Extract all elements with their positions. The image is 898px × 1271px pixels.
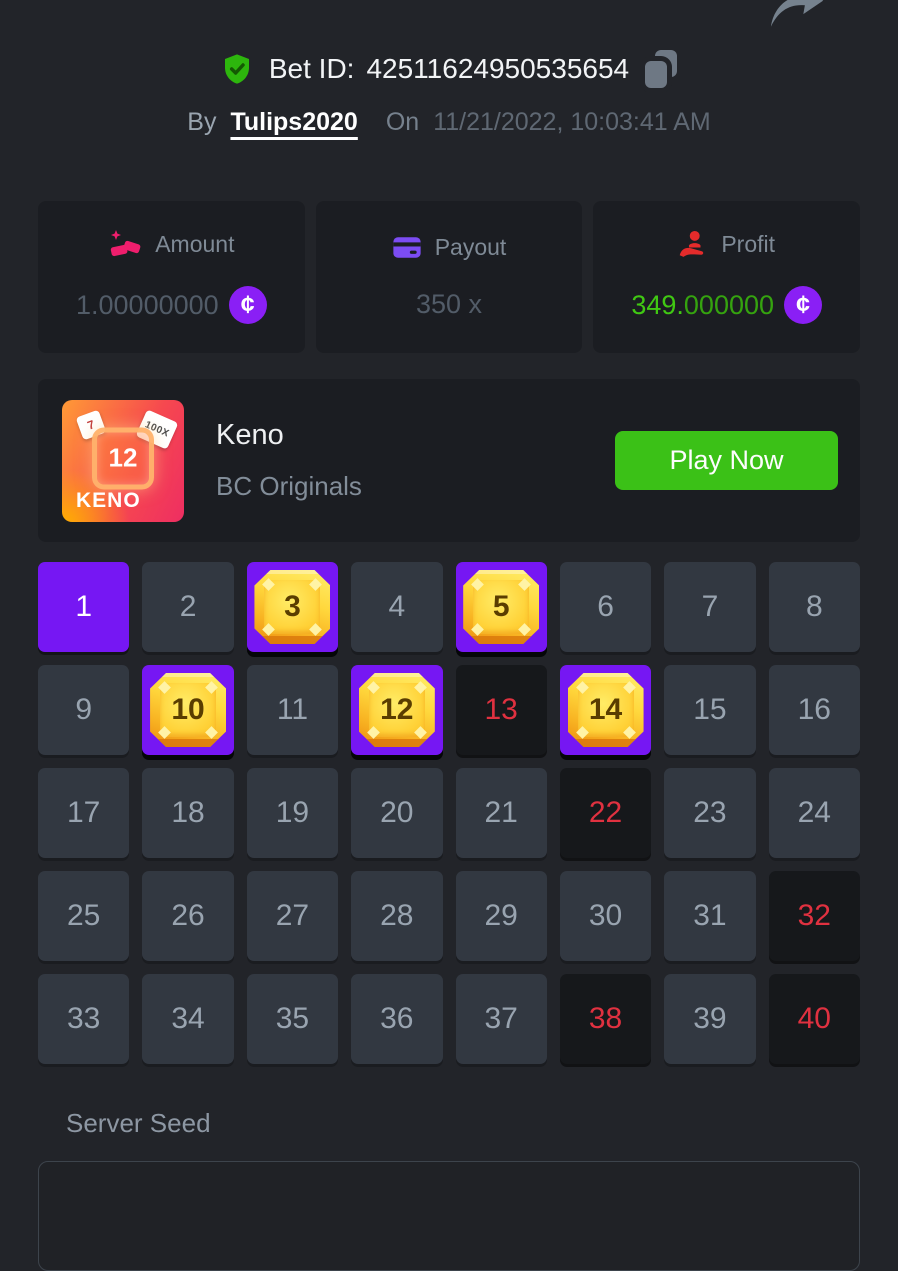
stats-row: Amount 1.00000000 ¢ Payout 350 x	[38, 201, 861, 353]
hand-holding-person-icon	[678, 230, 708, 258]
keno-grid: 1 2 3 4 5 6 7 8 9 10 11 12 13 14 15 16 17 18 19 20 21 22 23 24 2…	[38, 562, 860, 1064]
keno-cell-23: 23	[664, 768, 756, 858]
gold-ingots-icon	[108, 230, 142, 258]
keno-cell-15: 15	[664, 665, 756, 755]
keno-cell-25: 25	[38, 871, 130, 961]
bet-header: Bet ID: 42511624950535654 By Tulips2020 …	[0, 0, 898, 137]
keno-cell-24: 24	[768, 768, 860, 858]
gold-gem-icon: 14	[567, 673, 644, 747]
gold-gem-icon: 10	[150, 673, 227, 747]
gold-gem-icon: 12	[358, 673, 435, 747]
server-seed-field[interactable]	[38, 1161, 860, 1271]
keno-cell-14: 14	[559, 665, 652, 755]
coin-icon: ¢	[784, 286, 823, 324]
gold-gem-icon: 5	[463, 570, 540, 644]
coin-icon: ¢	[228, 286, 267, 324]
keno-cell-13: 13	[455, 665, 547, 755]
keno-cell-2: 2	[142, 562, 234, 652]
amount-label: Amount	[155, 230, 235, 257]
bet-id-label: Bet ID:	[268, 53, 355, 84]
bet-id-row: Bet ID: 42511624950535654	[0, 50, 898, 88]
copy-icon[interactable]	[645, 50, 678, 88]
bet-datetime: 11/21/2022, 10:03:41 AM	[433, 108, 711, 136]
keno-cell-4: 4	[351, 562, 443, 652]
by-label: By	[187, 108, 217, 136]
amount-value: 1.00000000	[76, 289, 219, 320]
keno-cell-39: 39	[664, 974, 756, 1064]
verified-shield-icon	[221, 53, 253, 85]
keno-cell-10: 10	[142, 665, 234, 755]
keno-cell-6: 6	[559, 562, 652, 652]
keno-cell-20: 20	[351, 768, 443, 858]
gold-gem-icon: 3	[254, 570, 331, 644]
keno-cell-29: 29	[455, 871, 547, 961]
keno-cell-40: 40	[768, 974, 860, 1064]
share-icon[interactable]	[768, 0, 824, 33]
keno-cell-18: 18	[142, 768, 234, 858]
keno-cell-8: 8	[768, 562, 860, 652]
keno-cell-34: 34	[142, 974, 234, 1064]
keno-cell-35: 35	[246, 974, 339, 1064]
game-provider: BC Originals	[216, 471, 362, 501]
profit-label: Profit	[721, 230, 776, 257]
username-link[interactable]: Tulips2020	[230, 108, 358, 136]
credit-card-icon	[392, 235, 422, 260]
keno-cell-7: 7	[664, 562, 756, 652]
bet-id-value: 42511624950535654	[366, 53, 630, 84]
server-seed-section: Server Seed	[38, 1108, 860, 1271]
keno-cell-33: 33	[38, 974, 130, 1064]
keno-cell-38: 38	[559, 974, 652, 1064]
keno-cell-9: 9	[38, 665, 130, 755]
on-label: On	[385, 108, 420, 136]
play-now-button[interactable]: Play Now	[615, 431, 838, 490]
keno-cell-27: 27	[246, 871, 339, 961]
bet-byline: By Tulips2020 On 11/21/2022, 10:03:41 AM	[0, 108, 898, 137]
keno-cell-22: 22	[559, 768, 652, 858]
keno-game-tile-icon: 7 100X 12 KENO	[62, 399, 184, 522]
profit-card: Profit 349.000000 ¢	[593, 201, 861, 353]
game-card: 7 100X 12 KENO Keno BC Originals Play No…	[38, 379, 860, 542]
game-title: Keno	[216, 419, 284, 451]
keno-cell-30: 30	[559, 871, 652, 961]
keno-cell-37: 37	[455, 974, 547, 1064]
keno-cell-31: 31	[664, 871, 756, 961]
keno-cell-11: 11	[246, 665, 339, 755]
keno-cell-36: 36	[351, 974, 443, 1064]
keno-cell-5: 5	[455, 562, 547, 652]
keno-cell-26: 26	[142, 871, 234, 961]
server-seed-label: Server Seed	[66, 1108, 211, 1138]
keno-cell-19: 19	[246, 768, 339, 858]
keno-tile-gem: 12	[92, 427, 154, 490]
keno-tile-label: KENO	[76, 488, 141, 512]
keno-cell-21: 21	[455, 768, 547, 858]
profit-value: 349.000000	[631, 289, 775, 320]
keno-cell-28: 28	[351, 871, 443, 961]
keno-cell-12: 12	[351, 665, 443, 755]
keno-cell-17: 17	[38, 768, 130, 858]
keno-cell-3: 3	[246, 562, 339, 652]
amount-card: Amount 1.00000000 ¢	[38, 201, 305, 353]
keno-cell-16: 16	[768, 665, 860, 755]
keno-cell-1: 1	[38, 562, 130, 652]
payout-card: Payout 350 x	[315, 201, 583, 353]
payout-value: 350 x	[415, 289, 483, 319]
keno-cell-32: 32	[768, 871, 860, 961]
payout-label: Payout	[434, 234, 507, 260]
